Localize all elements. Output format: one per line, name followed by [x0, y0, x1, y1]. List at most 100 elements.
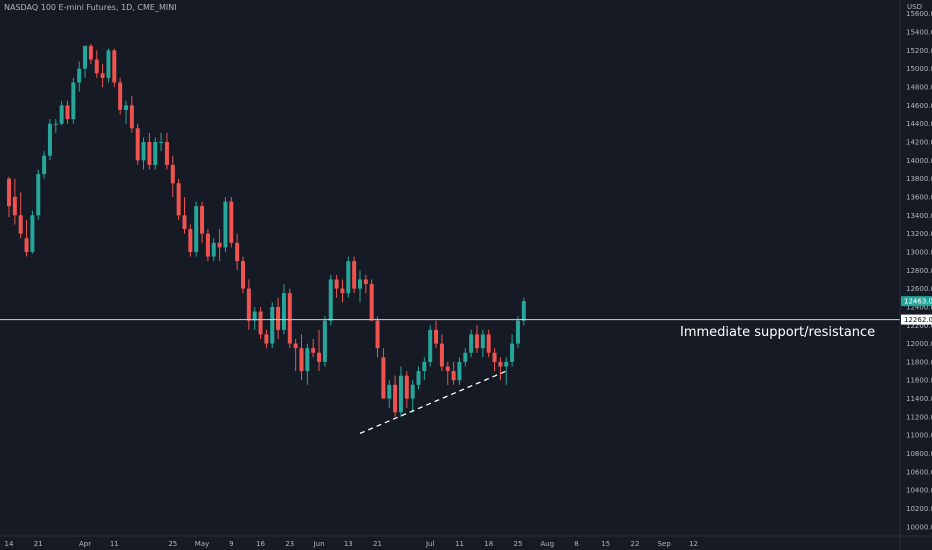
candle: [463, 348, 468, 367]
candle: [77, 61, 82, 92]
candle-body: [504, 361, 509, 367]
candle-body: [387, 384, 392, 399]
candle-body: [439, 343, 444, 367]
candle-body: [358, 279, 362, 289]
candle: [36, 169, 41, 220]
candle-body: [451, 371, 456, 381]
candle: [241, 256, 245, 294]
candle-body: [100, 73, 105, 78]
price-tick-label: 15400.00: [906, 29, 932, 37]
candle: [358, 270, 362, 303]
price-tick-label: 13200.00: [906, 230, 932, 238]
candle: [387, 380, 392, 408]
time-tick-label: 16: [256, 540, 265, 548]
price-tick-label: 13400.00: [906, 212, 932, 220]
time-tick-label: 8: [574, 540, 578, 548]
candle: [112, 48, 117, 88]
time-tick-label: 21: [34, 540, 43, 548]
candle: [504, 357, 509, 385]
currency-label: USD: [907, 3, 922, 11]
candle-body: [457, 361, 462, 381]
candle: [147, 132, 152, 170]
candle: [211, 238, 216, 262]
candle: [475, 325, 479, 353]
candle-body: [258, 311, 263, 335]
candle-body: [223, 201, 228, 248]
candle: [94, 50, 99, 78]
candle: [340, 279, 345, 303]
time-tick-label: 11: [110, 540, 119, 548]
candle-body: [159, 142, 164, 144]
candle-body: [147, 142, 152, 165]
time-tick-label: 22: [630, 540, 639, 548]
price-tick-label: 14200.00: [906, 139, 932, 147]
candle-body: [475, 334, 479, 349]
candle-body: [112, 50, 117, 83]
price-tick-label: 14800.00: [906, 84, 932, 92]
time-tick-label: 15: [601, 540, 610, 548]
candle: [281, 284, 286, 335]
overlay-layer: [0, 319, 900, 434]
candle: [153, 137, 158, 170]
candle: [434, 320, 439, 349]
price-tick-label: 15600.00: [906, 10, 932, 18]
candle-body: [7, 178, 11, 207]
candle: [299, 334, 304, 381]
candle: [492, 348, 497, 372]
candle: [317, 329, 322, 372]
candle: [422, 357, 427, 381]
candle-body: [469, 334, 474, 353]
candle-body: [229, 201, 234, 243]
time-tick-label: 21: [373, 540, 382, 548]
time-tick-label: 25: [168, 540, 177, 548]
candle: [124, 100, 128, 124]
candle: [410, 380, 415, 413]
candle-body: [369, 284, 374, 321]
candle: [135, 123, 140, 165]
time-tick-label: 12: [689, 540, 698, 548]
candle: [205, 229, 210, 262]
candle-body: [94, 59, 99, 74]
candle-body: [47, 123, 52, 156]
candle-body: [398, 375, 403, 413]
candle: [229, 196, 234, 248]
price-tick-label: 14000.00: [906, 157, 932, 165]
time-tick-label: Jun: [313, 540, 325, 548]
candle-body: [305, 348, 310, 372]
candle: [170, 155, 175, 197]
candle-body: [106, 50, 111, 78]
candle: [375, 316, 380, 358]
candle-body: [393, 384, 398, 413]
candle: [59, 100, 64, 126]
time-tick-label: 13: [344, 540, 353, 548]
candle: [404, 371, 409, 408]
candle-body: [71, 82, 76, 120]
candle-body: [118, 82, 123, 110]
candles-layer: [7, 43, 526, 417]
candle-body: [176, 183, 181, 216]
candle: [352, 256, 357, 294]
candle-body: [217, 242, 222, 248]
price-tick-label: 13600.00: [906, 193, 932, 201]
candle-body: [416, 371, 421, 385]
candle: [235, 233, 240, 271]
candle-body: [404, 375, 409, 399]
candle: [18, 192, 23, 239]
candle: [30, 210, 35, 254]
candle-body: [270, 306, 275, 344]
time-tick-label: 11: [455, 540, 464, 548]
candle: [486, 329, 491, 358]
price-tick-label: 11600.00: [906, 377, 932, 385]
candle-body: [352, 261, 357, 289]
candle: [7, 176, 11, 218]
price-tick-label: 10800.00: [906, 450, 932, 458]
candle: [176, 178, 181, 220]
candle: [83, 45, 88, 78]
candle: [71, 77, 76, 124]
candle-body: [381, 357, 386, 399]
price-tick-label: 11400.00: [906, 395, 932, 403]
candle: [521, 297, 526, 326]
candle: [287, 288, 292, 349]
